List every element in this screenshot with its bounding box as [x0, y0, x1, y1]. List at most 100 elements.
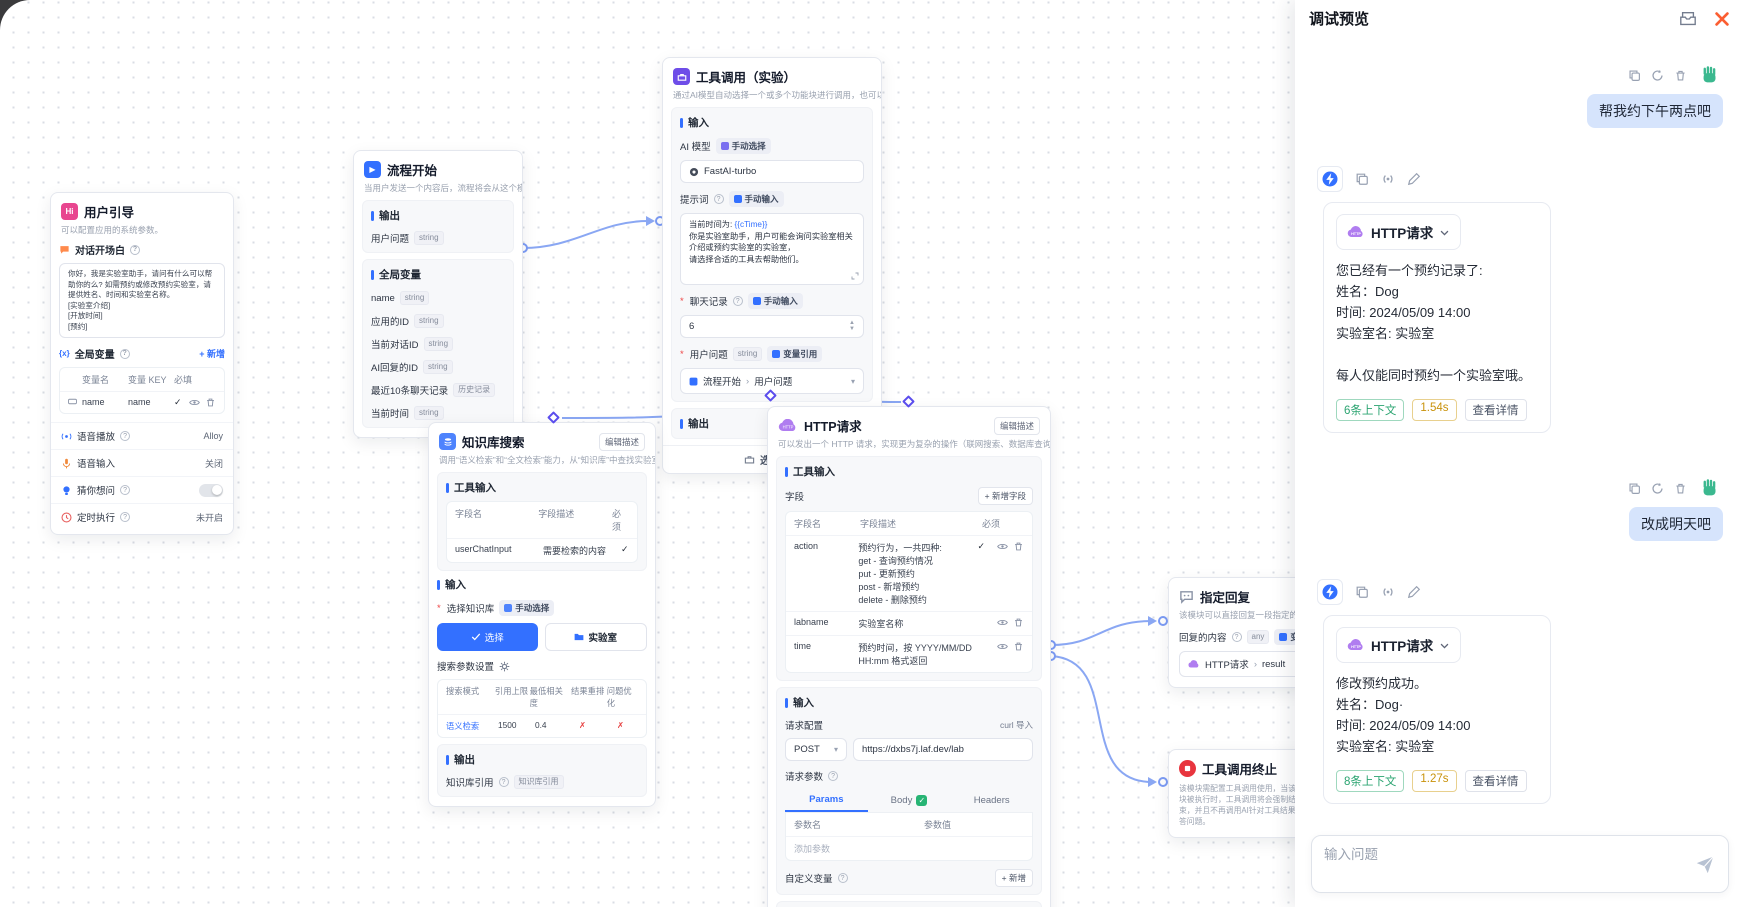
prompt-textarea[interactable]: 当前时间为: {{cTime}} 你是实验室助手，用户可能会询问实验室相关介绍或… — [680, 213, 864, 285]
tab-body[interactable]: Body ✓ — [868, 789, 951, 812]
edit-icon[interactable] — [1407, 585, 1421, 599]
table-row[interactable]: userChatInput 需要检索的内容 ✓ — [447, 538, 637, 562]
eye-icon[interactable] — [997, 541, 1008, 552]
view-detail-button[interactable]: 查看详情 — [1464, 770, 1527, 792]
eye-icon[interactable] — [997, 641, 1008, 652]
input-section: 输入 AI 模型 手动选择 FastAI-turbo 提示词 ? 手动输入 当前… — [671, 107, 873, 402]
manual-select-badge: 手动选择 — [715, 138, 771, 154]
add-variable-button[interactable]: + 新增 — [199, 349, 225, 359]
tts-row[interactable]: 语音播放 ? Alloy — [51, 422, 233, 449]
voice-icon[interactable] — [1381, 585, 1395, 599]
welcome-textarea[interactable]: 你好，我是实验室助手，请问有什么可以帮助你的么? 如需预约或修改预约实验室，请提… — [59, 263, 225, 338]
schedule-row[interactable]: 定时执行 ? 未开启 — [51, 503, 233, 530]
user-avatar — [1697, 62, 1723, 88]
chat-history[interactable]: 帮我约下午两点吧 HTTP HTTP请求 — [1295, 40, 1745, 812]
trash-icon[interactable] — [1674, 69, 1687, 82]
global-var-item: AI回复的ID string — [371, 360, 505, 374]
node-user-guide[interactable]: Hi 用户引导 可以配置应用的系统参数。 对话开场白 ? 你好，我是实验室助手，… — [50, 192, 234, 535]
info-icon[interactable]: ? — [119, 348, 130, 359]
context-badge[interactable]: 6条上下文 — [1336, 399, 1405, 421]
node-flow-start[interactable]: ▶ 流程开始 当用户发送一个内容后，流程将会从这个模块开始执行。 输出 用户问题… — [353, 150, 523, 438]
node-subtitle: 可以配置应用的系统参数。 — [61, 225, 164, 235]
add-field-button[interactable]: + 新增字段 — [977, 487, 1033, 505]
field-row[interactable]: time 预约时间，按 YYYY/MM/DD HH:mm 格式返回 — [786, 635, 1032, 672]
trash-icon[interactable] — [1013, 541, 1024, 552]
output-section: 输出 知识库引用 ? 知识库引用 — [437, 744, 647, 797]
copy-icon[interactable] — [1355, 585, 1369, 599]
tts-label: 语音播放 — [77, 432, 116, 443]
voice-input-row[interactable]: 语音输入 关闭 — [51, 449, 233, 476]
message-line: 时间: 2024/05/09 14:00 — [1336, 305, 1471, 320]
history-count-input[interactable]: 6 ▲ ▼ — [680, 315, 864, 338]
model-select[interactable]: FastAI-turbo — [680, 160, 864, 183]
latency-badge[interactable]: 1.27s — [1412, 770, 1457, 792]
eye-icon[interactable] — [997, 617, 1008, 628]
url-input[interactable]: https://dxbs7j.laf.dev/lab — [853, 738, 1033, 761]
node-kb-search[interactable]: 知识库搜索 编辑描述 调用“语义检索”和“全文检索”能力，从“知识库”中查找实验… — [428, 422, 656, 807]
guess-question-toggle[interactable] — [199, 483, 223, 497]
manual-input-badge: 手动输入 — [728, 191, 784, 207]
input-label: 输入 — [793, 697, 814, 709]
add-param-row[interactable]: 添加参数 — [786, 836, 1032, 860]
chat-input-box[interactable] — [1311, 835, 1729, 893]
copy-icon[interactable] — [1628, 69, 1641, 82]
retry-icon[interactable] — [1651, 69, 1664, 82]
table-row[interactable]: name name ✓ — [60, 391, 224, 413]
chevron-down-icon — [1440, 643, 1449, 648]
assistant-message: HTTP HTTP请求 修改预约成功。 姓名：Dog· 时间: 2024/05/09… — [1317, 579, 1723, 804]
node-tool-stop[interactable]: 工具调用终止 该模块需配置工具调用使用，当该模块被执行时，工具调用将会强制结束，… — [1168, 749, 1320, 838]
assistant-avatar — [1317, 579, 1343, 605]
info-icon[interactable]: ? — [130, 244, 140, 255]
view-detail-button[interactable]: 查看详情 — [1464, 399, 1527, 421]
expand-icon[interactable] — [851, 272, 859, 280]
method-select[interactable]: POST ▾ — [785, 738, 847, 761]
node-http-request[interactable]: HTTP HTTP请求 编辑描述 可以发出一个 HTTP 请求，实现更为复杂的操… — [767, 406, 1051, 907]
message-line: 每人仅能同时预约一个实验室哦。 — [1336, 368, 1532, 383]
edit-description-button[interactable]: 编辑描述 — [993, 416, 1040, 435]
panel-title: 调试预览 — [1309, 11, 1370, 28]
archive-icon[interactable] — [1679, 10, 1697, 28]
tool-call-icon — [673, 68, 690, 85]
tab-headers[interactable]: Headers — [973, 795, 1010, 806]
edit-description-button[interactable]: 编辑描述 — [598, 432, 645, 451]
output-label: 输出 — [379, 210, 400, 222]
type-badge: string — [423, 337, 454, 351]
guess-question-row[interactable]: 猜你想问 ? — [51, 476, 233, 503]
retry-icon[interactable] — [1651, 482, 1664, 495]
kb-chip[interactable]: 实验室 — [544, 623, 647, 651]
curl-import-button[interactable]: curl 导入 — [999, 720, 1033, 730]
trash-icon[interactable] — [1674, 482, 1687, 495]
edit-icon[interactable] — [1407, 172, 1421, 186]
speaker-icon — [61, 432, 72, 440]
select-kb-button[interactable]: 选择 — [437, 623, 538, 651]
flow-start-icon: ▶ — [364, 161, 381, 178]
latency-badge[interactable]: 1.54s — [1412, 399, 1457, 421]
type-badge: string — [732, 347, 763, 361]
voice-icon[interactable] — [1381, 172, 1395, 186]
context-badge[interactable]: 8条上下文 — [1336, 770, 1405, 792]
copy-icon[interactable] — [1355, 172, 1369, 186]
trash-icon[interactable] — [1013, 617, 1024, 628]
field-row[interactable]: labname 实验室名称 — [786, 611, 1032, 635]
eye-icon[interactable] — [189, 397, 200, 408]
trash-icon[interactable] — [205, 397, 216, 408]
global-var-item: 应用的ID string — [371, 314, 505, 328]
number-stepper[interactable]: ▲ ▼ — [849, 320, 855, 332]
chat-input[interactable] — [1312, 836, 1694, 873]
tab-params[interactable]: Params — [785, 789, 868, 812]
field-row[interactable]: action 预约行为，一共四种: get - 查询预约情况 put - 更新预… — [786, 535, 1032, 611]
add-custom-var-button[interactable]: + 新增 — [994, 869, 1033, 887]
assistant-card: HTTP HTTP请求 您已经有一个预约记录了: 姓名：Dog 时间: 2024/0… — [1323, 202, 1551, 433]
node-tool-call[interactable]: 工具调用（实验） 通过AI模型自动选择一个或多个功能块进行调用，也可以对插件进行… — [662, 57, 882, 474]
trash-icon[interactable] — [1013, 641, 1024, 652]
tool-call-pill[interactable]: HTTP HTTP请求 — [1336, 214, 1462, 250]
history-label: 聊天记录 — [689, 297, 728, 308]
type-badge: any — [1246, 630, 1270, 644]
send-button[interactable] — [1694, 853, 1716, 875]
copy-icon[interactable] — [1628, 482, 1641, 495]
bulb-icon — [63, 485, 70, 495]
search-params-label: 搜索参数设置 — [437, 662, 495, 673]
tool-call-pill[interactable]: HTTP HTTP请求 — [1336, 627, 1462, 663]
gear-icon[interactable] — [499, 661, 510, 672]
close-icon[interactable] — [1713, 10, 1731, 28]
